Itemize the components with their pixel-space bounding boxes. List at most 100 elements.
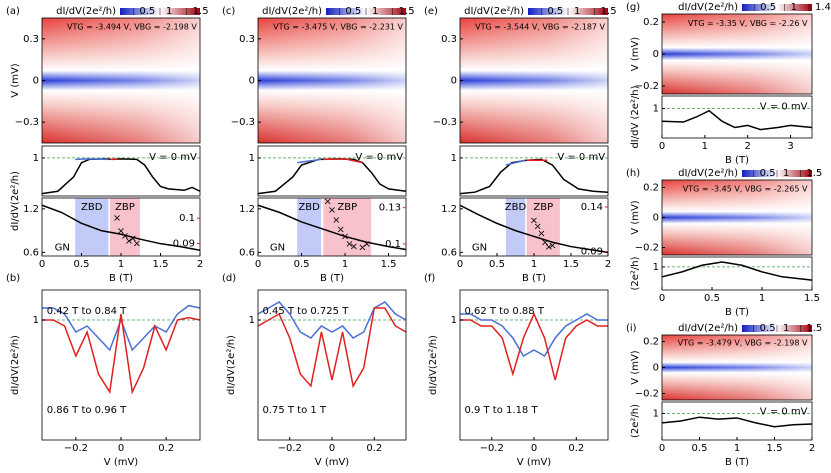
y-tick-label: 1.2 <box>239 204 255 215</box>
data-line <box>661 109 813 131</box>
x-tick-label: 0.5 <box>74 259 90 270</box>
y-tick-label: 0 <box>653 49 659 60</box>
y-tick-label: 0 <box>33 76 39 87</box>
colorbar-title: dI/dV(2e²/h) <box>678 2 738 13</box>
y2-tick-label: 0.1 <box>179 213 195 224</box>
y-tick-label: 1 <box>33 153 39 164</box>
data-line <box>42 313 201 395</box>
data-line <box>459 158 609 195</box>
x-tick-label: 0.2 <box>158 443 174 454</box>
panel-label: (d) <box>222 273 236 284</box>
span <box>323 198 372 256</box>
data-line <box>460 312 608 381</box>
span-label: ZBD <box>81 202 103 213</box>
y-tick-label: −0.3 <box>433 117 457 128</box>
x-tick-label: 2 <box>745 141 751 152</box>
cross-marker: × <box>537 229 545 240</box>
x-tick-label: 1 <box>759 293 765 304</box>
data-line <box>42 304 201 352</box>
axes-frame <box>257 197 407 257</box>
span-label: ZBP <box>115 202 135 213</box>
x-axis-label: B (T) <box>109 273 133 284</box>
colorbar-tick-label: 0.5 <box>760 2 776 13</box>
heatmap-fade <box>662 180 812 255</box>
y-tick-label: 1 <box>653 262 659 273</box>
y-tick-label: −0.2 <box>635 81 659 92</box>
y-tick-label: 0.3 <box>441 34 457 45</box>
data-line <box>257 204 407 251</box>
colorbar-tick-label: 0.5 <box>139 6 155 17</box>
y-tick-label: 1 <box>33 315 39 326</box>
y-tick-label: 0.6 <box>441 247 457 258</box>
colorbar-title: dI/dV(2e²/h) <box>678 323 738 334</box>
cross-marker: × <box>358 243 366 254</box>
colorbar-tick-label: 0.5 <box>760 168 776 179</box>
heatmap-fade <box>42 18 200 143</box>
colorbar-title: dI/dV(2e²/h) <box>678 168 738 179</box>
y-tick-label: −0.3 <box>231 117 255 128</box>
axes-frame <box>257 145 407 197</box>
data-line <box>323 158 363 164</box>
heatmap-fade <box>662 335 812 400</box>
panel-label: (c) <box>222 6 235 17</box>
y-axis-label: V (mV) <box>630 200 641 235</box>
colorbar-tick-label: 1.5 <box>399 6 415 17</box>
y-tick-label: 0.6 <box>23 247 39 258</box>
y-tick-label: 1 <box>653 104 659 115</box>
x-axis-label: B (T) <box>725 307 749 318</box>
x-tick-label: 2 <box>809 443 815 454</box>
x-axis-label: B (T) <box>522 273 546 284</box>
annotation: VTG = -3.494 V, VBG = -2.198 V <box>67 22 197 31</box>
cross-marker: × <box>541 238 549 249</box>
cross-marker: × <box>337 224 345 235</box>
y-tick-label: 1 <box>249 153 255 164</box>
span <box>526 198 560 256</box>
colorbar-tick-label: 1 <box>574 6 580 17</box>
cross-marker: × <box>341 232 349 243</box>
x-tick-label: 0.2 <box>366 443 382 454</box>
panel-label: (b) <box>6 273 20 284</box>
annotation: GN <box>55 242 70 253</box>
colorbar-title: dI/dV(2e²/h) <box>262 6 322 17</box>
cross-marker: × <box>548 240 556 251</box>
x-tick-label: 0 <box>659 293 665 304</box>
y-tick-label: 1 <box>451 153 457 164</box>
colorbar-tick-label: 1 <box>783 323 789 334</box>
data-line <box>661 261 813 281</box>
cross-marker: × <box>363 239 371 250</box>
data-line <box>297 158 322 164</box>
x-tick-label: 2 <box>197 259 203 270</box>
y-axis-label: dI/dV(2e²/h) <box>10 171 21 231</box>
y-axis-label: V (mV) <box>630 350 641 385</box>
x-tick-label: 3 <box>787 141 793 152</box>
y-tick-label: 0.3 <box>239 34 255 45</box>
y-tick-label: 0 <box>653 213 659 224</box>
y-tick-label: −0.3 <box>15 117 39 128</box>
colorbar-tick-label: 1 <box>166 6 172 17</box>
cross-marker: × <box>332 215 340 226</box>
y-axis-label: (2e²/h) <box>630 404 641 438</box>
annotation: VTG = -3.35 V, VBG = -2.26 V <box>688 19 808 28</box>
colorbar-tick-label: 1 <box>372 6 378 17</box>
annotation: 0.9 T to 1.18 T <box>464 405 538 416</box>
x-tick-label: 0 <box>659 141 665 152</box>
annotation: 0.45 T to 0.725 T <box>262 306 349 317</box>
colorbar-tick-label: 0.5 <box>345 6 361 17</box>
colorbar-tick-label: 1.5 <box>601 6 617 17</box>
annotation: VTG = -3.479 V, VBG = -2.198 V <box>678 338 808 347</box>
span <box>297 198 322 256</box>
panel-label: (g) <box>626 2 640 13</box>
data-line <box>257 301 407 339</box>
x-tick-label: 1 <box>734 443 740 454</box>
x-tick-label: 1 <box>342 259 348 270</box>
data-line <box>460 313 608 358</box>
annotation: VTG = -3.475 V, VBG = -2.231 V <box>273 22 403 31</box>
x-tick-label: 0.5 <box>294 259 310 270</box>
y-tick-label: 1.2 <box>441 204 457 215</box>
data-line <box>257 307 407 389</box>
span-label: ZBD <box>505 202 527 213</box>
x-tick-label: 2 <box>605 259 611 270</box>
span-label: ZBP <box>533 202 553 213</box>
y-tick-label: 0.2 <box>643 17 659 28</box>
y-tick-label: 0 <box>249 76 255 87</box>
